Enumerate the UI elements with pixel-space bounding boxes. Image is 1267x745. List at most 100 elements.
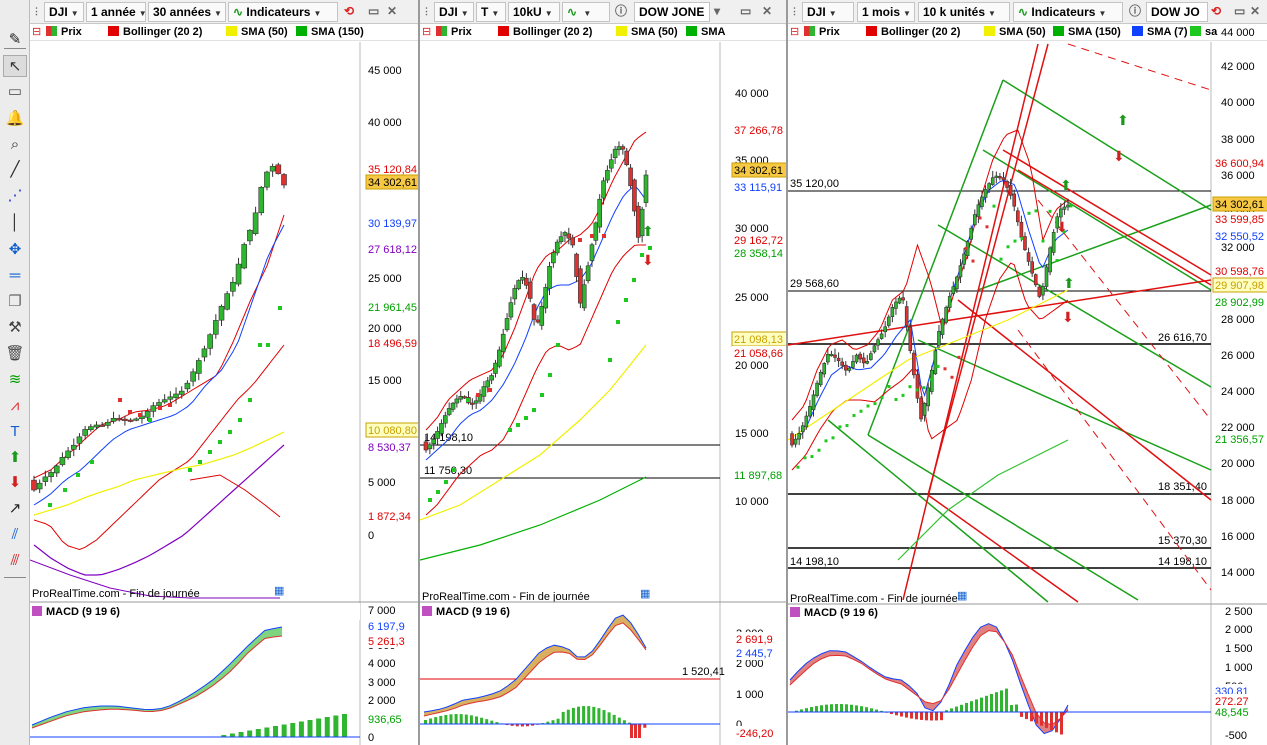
arrow-down-icon[interactable]: ⬇ [8,474,22,491]
info-icon[interactable]: ⓘ [615,4,628,18]
price-axis-label: 14 000 [1221,567,1255,579]
macd-tag-bg [1213,694,1261,708]
legend-sma150[interactable]: SMA (150) [1053,25,1121,39]
legend-price[interactable]: Prix [46,25,82,39]
units-select[interactable]: 30 années ▼ [148,2,226,22]
period-select[interactable]: 1 année ▼ [86,2,146,22]
legend-price[interactable]: Prix [804,25,840,39]
green-channel-line [937,224,1212,388]
arrow-diagonal-icon[interactable]: ↗ [8,500,22,517]
legend-sma50[interactable]: SMA (50) [226,25,288,39]
macd-hist-bar [229,733,235,737]
buy-arrow-icon: ⬆ [1117,112,1129,128]
candle [643,174,649,203]
collapse-icon[interactable]: ⊟ [422,26,432,38]
ticker-select[interactable]: DJI ▼ [44,2,84,22]
pencil-icon[interactable]: ✎ [8,31,22,48]
candle [59,457,66,465]
copy-icon[interactable]: ❐ [8,293,22,310]
toolbar-separator [4,577,26,578]
candle [493,362,498,374]
legend-sma7[interactable]: SMA (7) [1132,25,1188,39]
minimize-icon[interactable]: ▭ [740,4,752,18]
candle [605,169,610,181]
legend-sma150[interactable]: SMA [686,25,725,39]
refresh-icon[interactable]: ⟲ [344,4,355,18]
multi-line-icon[interactable]: ⋰ [7,187,23,204]
macd-hist-bar [485,719,489,725]
trendline-icon[interactable]: ╱ [10,161,20,178]
legend-sma50[interactable]: SMA (50) [616,25,678,39]
ticker-select[interactable]: DJI ▼ [434,2,474,22]
candle [601,180,606,199]
red-trend-line [927,43,1049,496]
candle [213,320,219,335]
sar-dot [648,246,652,250]
fibonacci-icon[interactable]: ≋ [8,371,22,388]
minimize-icon[interactable]: ▭ [1234,4,1246,18]
legend-bollinger[interactable]: Bollinger (20 2) [866,25,960,39]
candle [851,361,855,368]
tools-icon[interactable]: ⚒ [8,319,22,336]
ruler-icon[interactable]: ▭ [7,83,23,100]
trash-icon[interactable]: 🗑 [5,345,25,362]
units-select[interactable]: 10kU ▼ [508,2,560,22]
close-icon[interactable]: ✕ [387,4,398,18]
legend-sar[interactable]: sa [1190,25,1217,39]
vertical-line-icon[interactable]: │ [10,213,20,231]
candle [116,418,123,421]
indicators-button[interactable]: ∿ ▼ [562,2,610,22]
legend-sma150[interactable]: SMA (150) [296,25,364,39]
alarm-bell-icon[interactable]: 🔔 [5,110,25,127]
price-axis-label: 38 000 [1221,134,1255,146]
candle [504,318,510,331]
indicators-button[interactable]: ∿ Indicateurs ▼ [1013,2,1123,22]
candle [275,164,282,174]
collapse-icon[interactable]: ⊟ [790,26,800,38]
macd-hist-bar [546,721,550,725]
period-select[interactable]: 1 mois ▼ [857,2,915,22]
info-icon[interactable]: ⓘ [1129,4,1142,18]
legend-sma50[interactable]: SMA (50) [984,25,1046,39]
green-channel-line [867,434,1139,601]
cursor-icon[interactable]: ↖ [3,55,27,77]
grip-icon[interactable]: ⋮ [790,6,799,16]
legend-bollinger[interactable]: Bollinger (20 2) [498,25,592,39]
sar-dot [929,377,933,381]
period-select[interactable]: T ▼ [476,2,506,22]
buy-arrow-icon: ⬆ [642,223,654,239]
candle [477,394,483,402]
zoom-icon[interactable]: ⌕ [10,135,20,153]
refresh-icon[interactable]: ▾ [714,4,721,18]
sma150-line [420,476,647,561]
close-icon[interactable]: ✕ [1250,4,1261,18]
channel-icon[interactable]: ⫽ [11,525,19,543]
ticker-select[interactable]: DJI ▼ [802,2,854,22]
text-icon[interactable]: T [10,422,20,440]
horizontal-line-icon[interactable]: ═ [9,266,21,284]
crosshair-icon[interactable]: ✥ [8,241,22,258]
pitchfork-icon[interactable]: ⫻ [10,551,20,569]
units-select[interactable]: 10 k unités ▼ [918,2,1010,22]
arrow-up-icon[interactable]: ⬆ [8,449,22,466]
grip-icon[interactable]: ⋮ [32,6,41,16]
candle [843,364,848,371]
hline-label: 14 198,10 [424,432,473,444]
legend-bollinger[interactable]: Bollinger (20 2) [108,25,202,39]
collapse-icon[interactable]: ⊟ [32,26,42,38]
refresh-icon[interactable]: ⟲ [1211,4,1222,18]
legend-price[interactable]: Prix [436,25,472,39]
price-axis-label: 15 000 [735,428,769,440]
fan-icon[interactable]: ⩘ [10,396,20,414]
close-icon[interactable]: ✕ [762,4,773,18]
minimize-icon[interactable]: ▭ [368,4,380,18]
candle [252,212,259,234]
indicators-button[interactable]: ∿ Indicateurs ▼ [228,2,338,22]
candle [99,424,105,427]
candle [201,348,208,358]
grip-icon[interactable]: ⋮ [422,6,431,16]
macd-axis-label: 3 000 [368,677,396,689]
